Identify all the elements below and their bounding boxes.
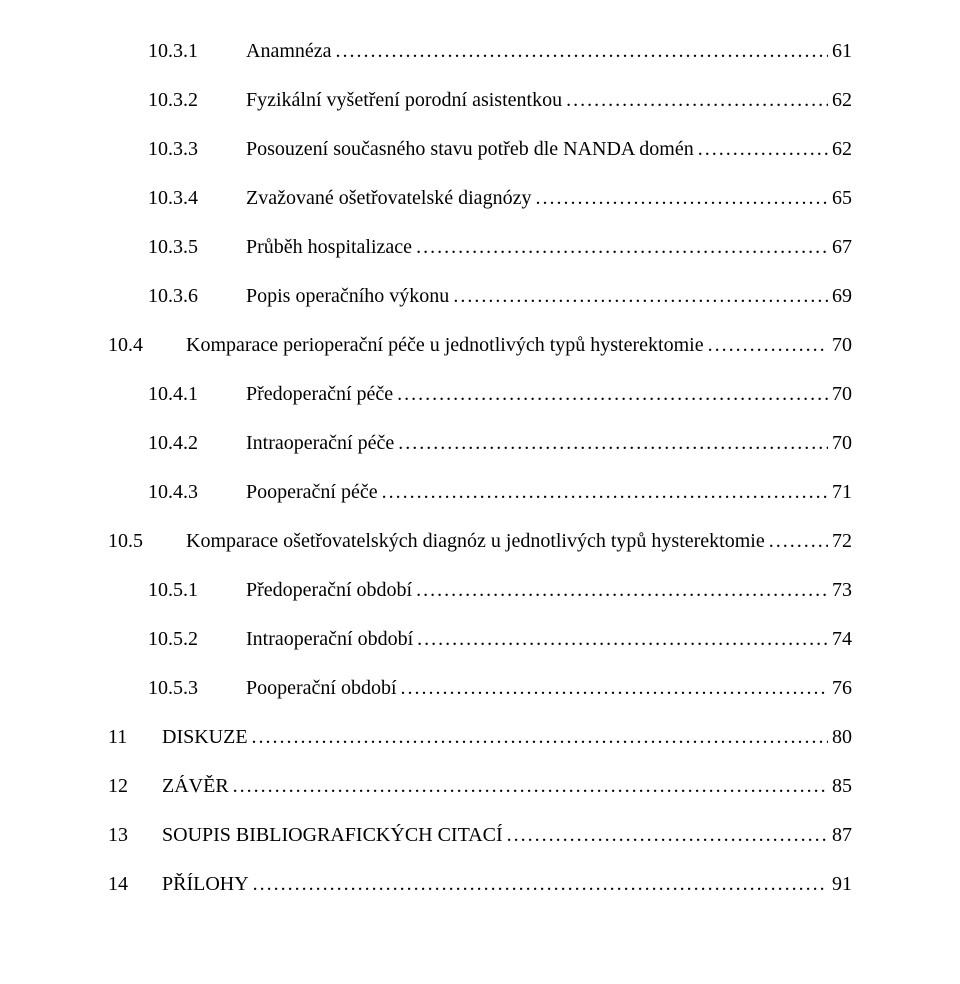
toc-label: DISKUZE (162, 726, 248, 749)
toc-leader (453, 285, 828, 308)
toc-leader (382, 481, 828, 504)
toc-number: 10.3.2 (148, 89, 246, 112)
toc-number: 10.5.2 (148, 628, 246, 651)
toc-label: PŘÍLOHY (162, 873, 249, 896)
toc-entry: 10.4Komparace perioperační péče u jednot… (108, 334, 852, 357)
toc-leader (416, 236, 828, 259)
toc-list: 10.3.1Anamnéza 61 10.3.2Fyzikální vyšetře… (108, 40, 852, 896)
toc-page-number: 61 (828, 40, 852, 63)
toc-entry: 10.5.2Intraoperační období 74 (148, 628, 852, 651)
toc-leader (535, 187, 828, 210)
toc-page-number: 87 (828, 824, 852, 847)
toc-label: Popis operačního výkonu (246, 285, 449, 308)
toc-page-number: 71 (828, 481, 852, 504)
toc-page-number: 70 (828, 334, 852, 357)
toc-page-number: 74 (828, 628, 852, 651)
toc-entry: 10.5.3Pooperační období 76 (148, 677, 852, 700)
toc-entry: 12ZÁVĚR 85 (108, 775, 852, 798)
toc-page-number: 67 (828, 236, 852, 259)
toc-page-number: 69 (828, 285, 852, 308)
toc-entry: 11DISKUZE 80 (108, 726, 852, 749)
toc-leader (397, 383, 828, 406)
toc-page-number: 91 (828, 873, 852, 896)
toc-number: 10.3.4 (148, 187, 246, 210)
toc-leader (252, 726, 828, 749)
toc-leader (233, 775, 828, 798)
toc-leader (769, 530, 828, 553)
toc-page-number: 65 (828, 187, 852, 210)
toc-entry: 10.3.2Fyzikální vyšetření porodní asiste… (148, 89, 852, 112)
toc-label: Průběh hospitalizace (246, 236, 412, 259)
toc-entry: 10.3.3Posouzení současného stavu potřeb … (148, 138, 852, 161)
toc-leader (566, 89, 828, 112)
toc-leader (708, 334, 828, 357)
toc-page-number: 73 (828, 579, 852, 602)
toc-leader (417, 628, 828, 651)
toc-label: Fyzikální vyšetření porodní asistentkou (246, 89, 562, 112)
toc-number: 11 (108, 726, 162, 749)
toc-page-number: 85 (828, 775, 852, 798)
toc-number: 10.5.1 (148, 579, 246, 602)
toc-number: 10.4.2 (148, 432, 246, 455)
toc-number: 10.5.3 (148, 677, 246, 700)
toc-entry: 10.4.2Intraoperační péče 70 (148, 432, 852, 455)
toc-page-number: 62 (828, 138, 852, 161)
toc-entry: 10.4.3Pooperační péče 71 (148, 481, 852, 504)
toc-number: 10.4.3 (148, 481, 246, 504)
toc-number: 14 (108, 873, 162, 896)
toc-label: Intraoperační období (246, 628, 413, 651)
toc-entry: 10.3.5Průběh hospitalizace 67 (148, 236, 852, 259)
toc-leader (253, 873, 828, 896)
toc-label: Komparace ošetřovatelských diagnóz u jed… (186, 530, 765, 553)
toc-page-number: 70 (828, 383, 852, 406)
toc-label: Pooperační péče (246, 481, 378, 504)
toc-page-number: 80 (828, 726, 852, 749)
toc-page: 10.3.1Anamnéza 61 10.3.2Fyzikální vyšetře… (0, 0, 960, 962)
toc-label: Předoperační období (246, 579, 412, 602)
toc-label: Posouzení současného stavu potřeb dle NA… (246, 138, 694, 161)
toc-page-number: 70 (828, 432, 852, 455)
toc-number: 10.3.1 (148, 40, 246, 63)
toc-number: 10.3.3 (148, 138, 246, 161)
toc-entry: 13SOUPIS BIBLIOGRAFICKÝCH CITACÍ 87 (108, 824, 852, 847)
toc-number: 10.4 (108, 334, 186, 357)
toc-number: 10.3.5 (148, 236, 246, 259)
toc-leader (507, 824, 828, 847)
toc-page-number: 72 (828, 530, 852, 553)
toc-entry: 14PŘÍLOHY 91 (108, 873, 852, 896)
toc-number: 10.5 (108, 530, 186, 553)
toc-entry: 10.5Komparace ošetřovatelských diagnóz u… (108, 530, 852, 553)
toc-leader (336, 40, 828, 63)
toc-entry: 10.4.1Předoperační péče 70 (148, 383, 852, 406)
toc-label: Předoperační péče (246, 383, 393, 406)
toc-label: Intraoperační péče (246, 432, 394, 455)
toc-leader (416, 579, 828, 602)
toc-label: Komparace perioperační péče u jednotlivý… (186, 334, 704, 357)
toc-number: 10.4.1 (148, 383, 246, 406)
toc-page-number: 76 (828, 677, 852, 700)
toc-entry: 10.3.1Anamnéza 61 (148, 40, 852, 63)
toc-entry: 10.3.6Popis operačního výkonu 69 (148, 285, 852, 308)
toc-label: Anamnéza (246, 40, 332, 63)
toc-number: 13 (108, 824, 162, 847)
toc-entry: 10.3.4Zvažované ošetřovatelské diagnózy … (148, 187, 852, 210)
toc-leader (398, 432, 828, 455)
toc-leader (401, 677, 828, 700)
toc-page-number: 62 (828, 89, 852, 112)
toc-entry: 10.5.1Předoperační období 73 (148, 579, 852, 602)
toc-number: 12 (108, 775, 162, 798)
toc-label: Zvažované ošetřovatelské diagnózy (246, 187, 531, 210)
toc-label: ZÁVĚR (162, 775, 229, 798)
toc-label: Pooperační období (246, 677, 397, 700)
toc-label: SOUPIS BIBLIOGRAFICKÝCH CITACÍ (162, 824, 503, 847)
toc-leader (698, 138, 828, 161)
toc-number: 10.3.6 (148, 285, 246, 308)
